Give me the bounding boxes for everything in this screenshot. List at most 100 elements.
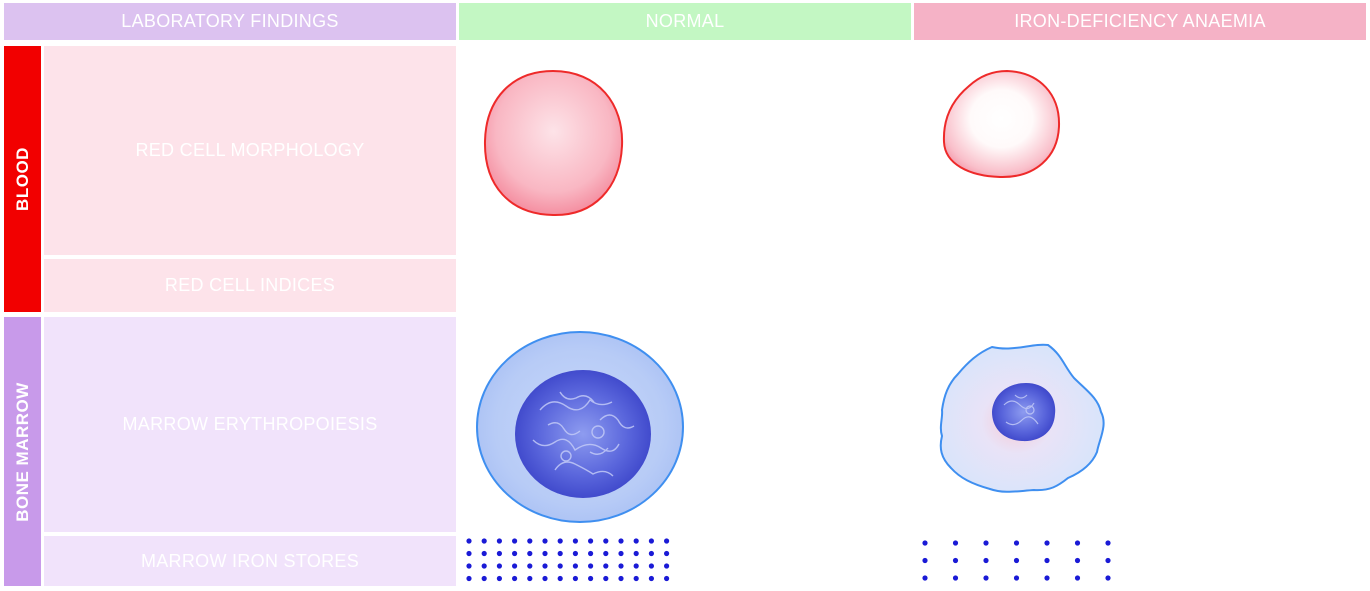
iron-dot [922,540,928,546]
iron-dot [466,575,472,582]
iron-dot [572,575,579,582]
iron-dot [496,550,502,557]
ragged-micronormoblast-icon [939,343,1105,493]
microcytic-hypochromic-red-cell-icon [942,69,1061,179]
iron-dot [466,538,472,544]
header-iron-deficiency: IRON-DEFICIENCY ANAEMIA [914,3,1366,40]
iron-dot [983,575,989,581]
iron-dot [466,550,472,557]
iron-dot [983,540,989,546]
iron-dot [511,563,518,569]
iron-dot [572,538,579,544]
row-marrow-iron-stores-label: MARROW IRON STORES [140,550,360,571]
iron-dot [603,575,609,582]
iron-dot [648,538,655,544]
iron-dot [633,563,639,569]
row-red-cell-morphology-label: RED CELL MORPHOLOGY [135,140,365,160]
iron-dot [1044,540,1050,546]
iron-dot [648,575,655,582]
iron-dot [1013,557,1020,564]
iron-dot [572,550,579,557]
iron-dot [603,538,609,544]
iron-dot [481,563,487,569]
iron-dot [527,538,533,544]
row-red-cell-indices-label: RED CELL INDICES [164,275,336,295]
row-red-cell-indices: RED CELL INDICES [44,259,456,312]
iron-dot [952,575,959,581]
iron-dot [952,557,959,564]
iron-dot [481,575,487,582]
iron-dot [952,540,959,546]
section-bone-marrow: BONE MARROW [4,317,41,586]
header-laboratory-findings-label: LABORATORY FINDINGS [121,11,339,31]
iron-dot [557,563,563,569]
normal-red-cell-icon [483,69,624,217]
row-marrow-erythropoiesis: MARROW ERYTHROPOIESIS [44,317,456,532]
iron-dot [618,563,624,569]
iron-dot [527,550,533,557]
iron-dot [1044,575,1050,581]
iron-dot [542,538,548,544]
header-iron-deficiency-label: IRON-DEFICIENCY ANAEMIA [1014,11,1266,31]
section-blood: BLOOD [4,46,41,312]
iron-dot [511,575,518,582]
iron-dot [1013,575,1020,581]
iron-dot [1074,557,1081,564]
iron-dot [664,575,670,582]
iron-dot [983,557,989,564]
iron-dot [1044,557,1050,564]
iron-dot [618,575,624,582]
iron-dot [572,563,579,569]
header-laboratory-findings: LABORATORY FINDINGS [4,3,456,40]
iron-dot [496,575,502,582]
iron-dot [664,538,670,544]
iron-dot [542,550,548,557]
iron-dot [1105,557,1111,564]
iron-dot [664,563,670,569]
iron-dot [588,538,594,544]
iron-dot [1105,540,1111,546]
iron-dot [603,550,609,557]
row-red-cell-morphology: RED CELL MORPHOLOGY [44,46,456,255]
iron-dot [618,538,624,544]
iron-dot [542,575,548,582]
iron-dot [557,550,563,557]
iron-dot [481,550,487,557]
iron-dot [633,538,639,544]
sparse-iron-stores-icon [922,540,1111,581]
iron-dot [1074,575,1081,581]
abundant-iron-stores-icon [466,538,670,582]
iron-dot [557,538,563,544]
iron-dot [557,575,563,582]
iron-dot [527,575,533,582]
iron-dot [496,538,502,544]
iron-dot [1013,540,1020,546]
row-marrow-erythropoiesis-label: MARROW ERYTHROPOIESIS [122,414,378,434]
iron-dot [1074,540,1081,546]
iron-dot [496,563,502,569]
iron-dot [664,550,670,557]
iron-dot [466,563,472,569]
iron-dot [648,563,655,569]
header-normal: NORMAL [459,3,911,40]
iron-dot [588,550,594,557]
iron-dot [922,575,928,581]
iron-dot [633,575,639,582]
iron-dot [588,575,594,582]
iron-dot [618,550,624,557]
header-normal-label: NORMAL [645,11,725,31]
iron-dot [1105,575,1111,581]
iron-dot [648,550,655,557]
iron-dot [481,538,487,544]
iron-dot [588,563,594,569]
iron-dot [633,550,639,557]
iron-dot [542,563,548,569]
normal-erythroblast-icon [476,331,684,523]
iron-dot [603,563,609,569]
iron-dot [922,557,928,564]
iron-dot [511,538,518,544]
iron-dot [511,550,518,557]
row-marrow-iron-stores: MARROW IRON STORES [44,536,456,586]
iron-dot [527,563,533,569]
